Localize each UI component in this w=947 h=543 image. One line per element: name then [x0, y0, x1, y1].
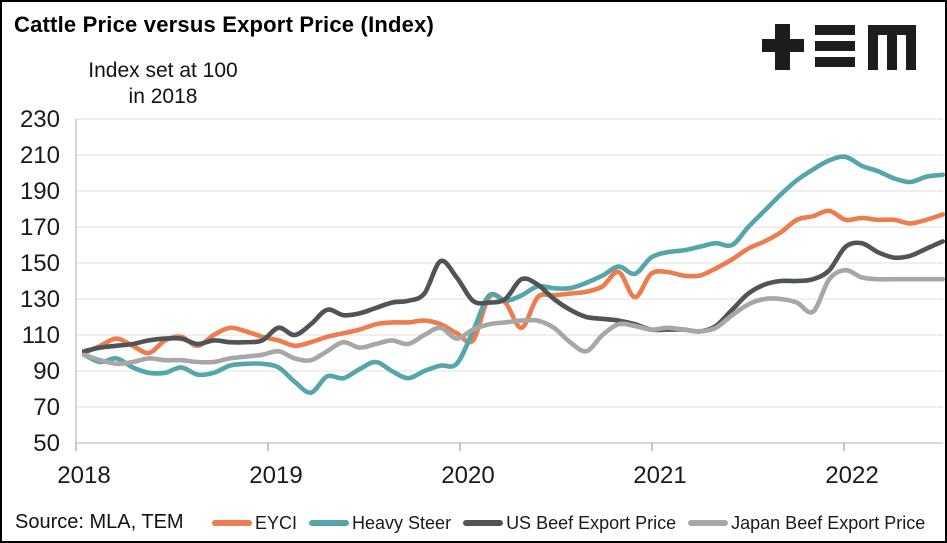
- y-tick-label: 190: [20, 178, 60, 205]
- subtitle-line-1: Index set at 100: [88, 59, 238, 82]
- legend-item-heavy-steer: Heavy Steer: [309, 513, 451, 534]
- x-tick-label: 2022: [825, 462, 878, 489]
- x-tick-label: 2019: [249, 462, 302, 489]
- y-tick-label: 170: [20, 214, 60, 241]
- legend-label-heavy-steer: Heavy Steer: [352, 512, 452, 533]
- y-tick-label: 110: [22, 322, 60, 349]
- series-line-us-beef-export-price: [81, 239, 945, 354]
- source-label: Source: MLA, TEM: [15, 511, 184, 533]
- chart-title: Cattle Price versus Export Price (Index): [14, 12, 435, 37]
- logo-plus-icon: [762, 24, 804, 70]
- legend-item-eyci: EYCI: [212, 513, 297, 534]
- legend-item-us-beef-export-price: US Beef Export Price: [463, 513, 676, 534]
- y-tick-label: 210: [20, 142, 60, 169]
- legend-swatch-eyci: [212, 520, 252, 526]
- y-tick-label: 230: [20, 106, 60, 133]
- y-tick-label: 70: [33, 394, 60, 421]
- x-tick-label: 2021: [633, 462, 686, 489]
- logo-m-icon: [868, 25, 916, 70]
- chart-subtitle: Index set at 100 in 2018: [78, 58, 248, 110]
- legend-label-japan-beef-export-price: Japan Beef Export Price: [731, 512, 926, 533]
- legend-item-japan-beef-export-price: Japan Beef Export Price: [688, 513, 925, 534]
- logo-bars-icon: [815, 25, 855, 67]
- y-tick-label: 130: [20, 286, 60, 313]
- legend-swatch-us-beef-export-price: [463, 520, 504, 526]
- x-tick-label: 2018: [57, 462, 110, 489]
- subtitle-line-2: in 2018: [128, 85, 198, 108]
- series-line-eyci: [81, 208, 945, 356]
- legend: EYCI Heavy Steer US Beef Export Price Japan…: [212, 510, 925, 536]
- series-line-japan-beef-export-price: [81, 267, 945, 367]
- y-tick-label: 150: [20, 250, 60, 277]
- tem-logo: [762, 24, 916, 70]
- legend-swatch-japan-beef-export-price: [688, 520, 729, 526]
- y-tick-label: 50: [33, 430, 60, 457]
- legend-swatch-heavy-steer: [309, 520, 350, 526]
- x-tick-label: 2020: [441, 462, 494, 489]
- legend-label-us-beef-export-price: US Beef Export Price: [506, 512, 677, 533]
- series-line-heavy-steer: [81, 154, 945, 395]
- y-tick-label: 90: [33, 358, 60, 385]
- legend-label-eyci: EYCI: [255, 512, 298, 533]
